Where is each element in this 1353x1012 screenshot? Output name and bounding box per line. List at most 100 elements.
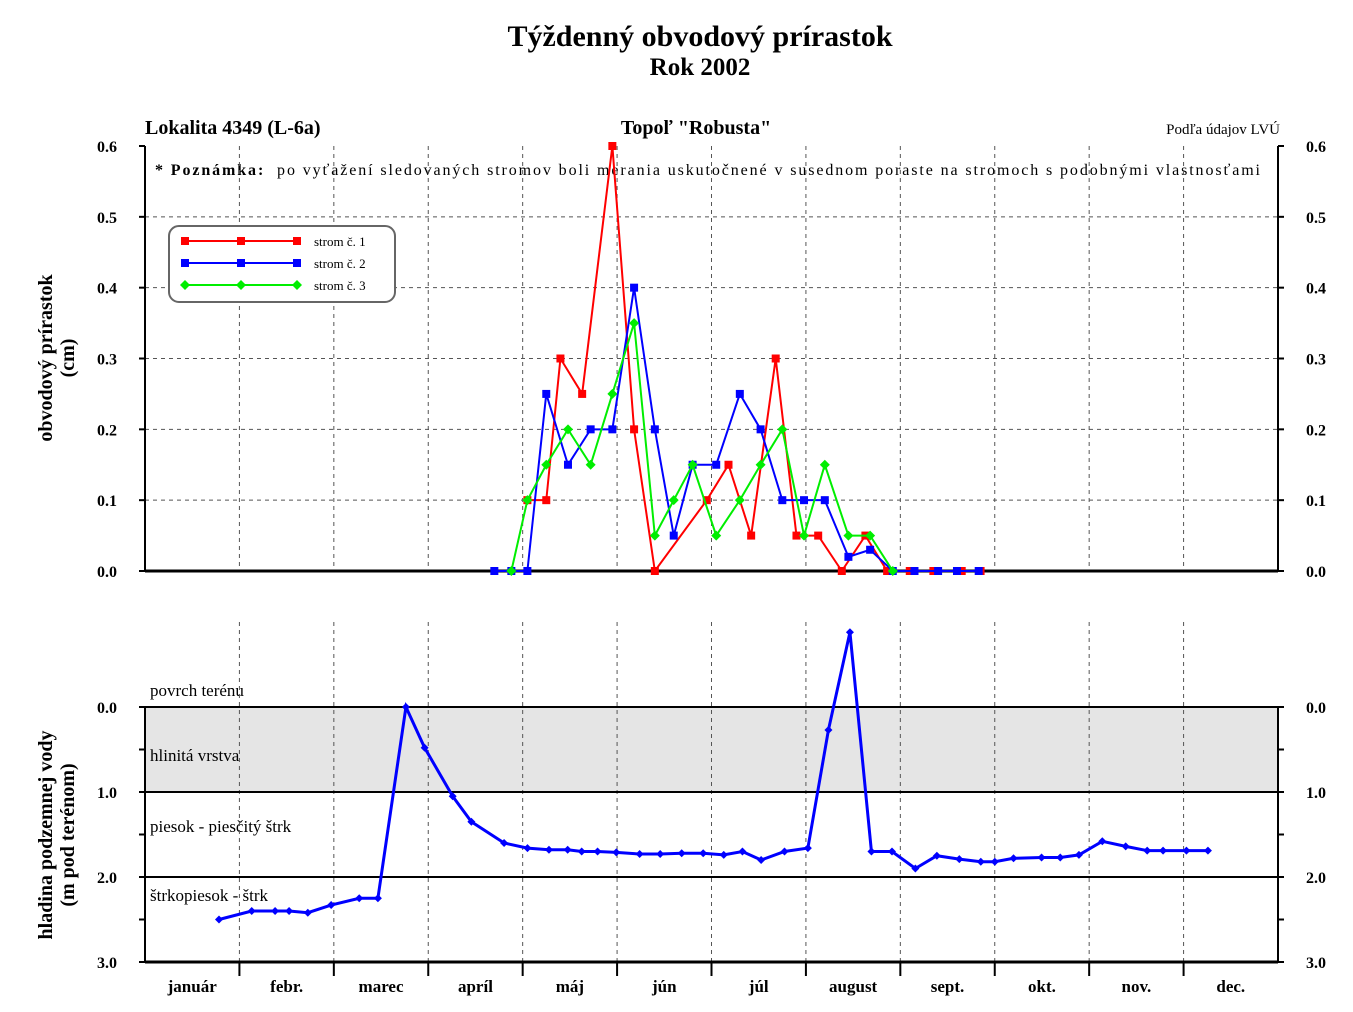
bottom-series [215, 628, 1212, 924]
series-point-3 [506, 566, 517, 576]
series-point-3 [562, 424, 573, 435]
series-point-1 [792, 531, 801, 540]
groundwater-point [824, 725, 833, 734]
groundwater-point [577, 847, 586, 856]
series-point-1 [608, 142, 617, 150]
groundwater-point [1159, 846, 1168, 855]
groundwater-point [955, 855, 964, 864]
groundwater-point [635, 850, 644, 859]
series-point-3 [843, 530, 854, 541]
series-point-2 [563, 460, 572, 469]
bottom-ytick-label-left: 3.0 [97, 955, 117, 972]
groundwater-point [803, 844, 812, 853]
top-ytick-label-right: 0.1 [1306, 493, 1326, 510]
groundwater-point [677, 849, 686, 858]
series-point-2 [974, 567, 983, 575]
top-ytick-label-left: 0.0 [97, 564, 117, 581]
bottom-ylabel-unit: (m pod terénom) [57, 763, 79, 906]
legend-marker [293, 237, 301, 245]
month-label: dec. [1216, 977, 1245, 996]
month-label: august [829, 977, 878, 996]
series-point-1 [724, 460, 733, 469]
series-point-2 [844, 552, 853, 561]
bottom-ytick-label-left: 0.0 [97, 700, 117, 717]
series-point-2 [523, 567, 532, 575]
series-point-1 [771, 354, 780, 363]
month-labels: január febr. marec apríl máj jún júl august sept… [167, 977, 1246, 996]
series-point-2 [669, 531, 678, 540]
bottom-ylabel: hladina podzemnej vody [35, 731, 57, 940]
top-ytick-label-left: 0.2 [97, 422, 117, 439]
series-point-3 [865, 530, 876, 541]
series-point-3 [668, 495, 679, 506]
groundwater-point [1037, 853, 1046, 862]
groundwater-point [757, 856, 766, 864]
groundwater-point [401, 703, 410, 711]
groundwater-point [467, 817, 476, 826]
series-point-3 [799, 530, 810, 541]
top-ytick-label-right: 0.0 [1306, 564, 1326, 581]
series-point-1 [578, 389, 587, 398]
bottom-axes: 0.0 0.0 1.0 1.0 2.0 2.0 3.0 3.0 [97, 700, 1326, 976]
groundwater-point [373, 894, 382, 903]
series-point-3 [687, 459, 698, 470]
legend: strom č. 1 strom č. 2 strom č. 3 [168, 225, 396, 303]
series-point-3 [585, 459, 596, 470]
legend-marker [181, 237, 189, 245]
series-point-1 [883, 567, 892, 575]
groundwater-point [738, 847, 747, 856]
series-point-1 [814, 531, 823, 540]
groundwater-point [1182, 846, 1191, 855]
groundwater-point [1203, 846, 1212, 855]
series-point-2 [800, 496, 809, 505]
groundwater-point [888, 847, 897, 856]
series-line-3 [510, 322, 894, 572]
note-bold: * Poznámka: [155, 162, 263, 179]
bottom-ytick-label-right: 0.0 [1306, 700, 1326, 717]
groundwater-point [448, 792, 457, 801]
legend-marker [181, 259, 189, 267]
month-label: okt. [1028, 977, 1056, 996]
top-ytick-label-left: 0.3 [97, 352, 117, 369]
top-series [490, 142, 985, 576]
series-point-2 [952, 567, 961, 575]
groundwater-point [215, 915, 223, 924]
species-label: Topoľ "Robusta" [621, 117, 771, 139]
series-point-2 [735, 389, 744, 398]
bottom-ytick-label-left: 2.0 [97, 870, 117, 887]
series-point-3 [755, 459, 766, 470]
groundwater-point [271, 907, 280, 915]
series-point-2 [608, 425, 617, 434]
groundwater-point [285, 907, 294, 915]
series-point-1 [702, 496, 711, 505]
note-text: * Poznámka: po vyťažení sledovaných stro… [155, 162, 1261, 179]
layer-label: štrkopiesok - štrk [150, 886, 269, 905]
groundwater-point [867, 847, 876, 856]
bottom-ytick-label-right: 3.0 [1306, 955, 1326, 972]
bottom-ytick-label-left: 1.0 [97, 785, 117, 802]
groundwater-point [500, 839, 509, 847]
series-point-3 [734, 495, 745, 506]
groundwater-point [990, 857, 999, 866]
chart-subtitle: Rok 2002 [649, 54, 751, 81]
series-point-1 [837, 567, 846, 575]
top-ytick-label-right: 0.2 [1306, 422, 1326, 439]
series-point-2 [542, 389, 551, 398]
series-point-2 [934, 567, 943, 575]
legend-marker [292, 280, 302, 290]
groundwater-point [976, 857, 985, 866]
legend-label: strom č. 3 [314, 278, 366, 293]
groundwater-point [845, 628, 854, 637]
series-point-1 [650, 567, 659, 575]
note-body: po vyťažení sledovaných stromov boli mer… [277, 162, 1260, 179]
series-point-3 [541, 459, 552, 470]
series-point-3 [607, 388, 618, 399]
month-label: júl [748, 977, 769, 996]
month-label: jún [651, 977, 677, 996]
month-label: marec [359, 977, 404, 996]
groundwater-point [656, 850, 665, 859]
series-point-3 [819, 459, 830, 470]
location-label: Lokalita 4349 (L-6a) [145, 117, 321, 139]
groundwater-point [563, 845, 572, 854]
legend-marker [237, 237, 245, 245]
